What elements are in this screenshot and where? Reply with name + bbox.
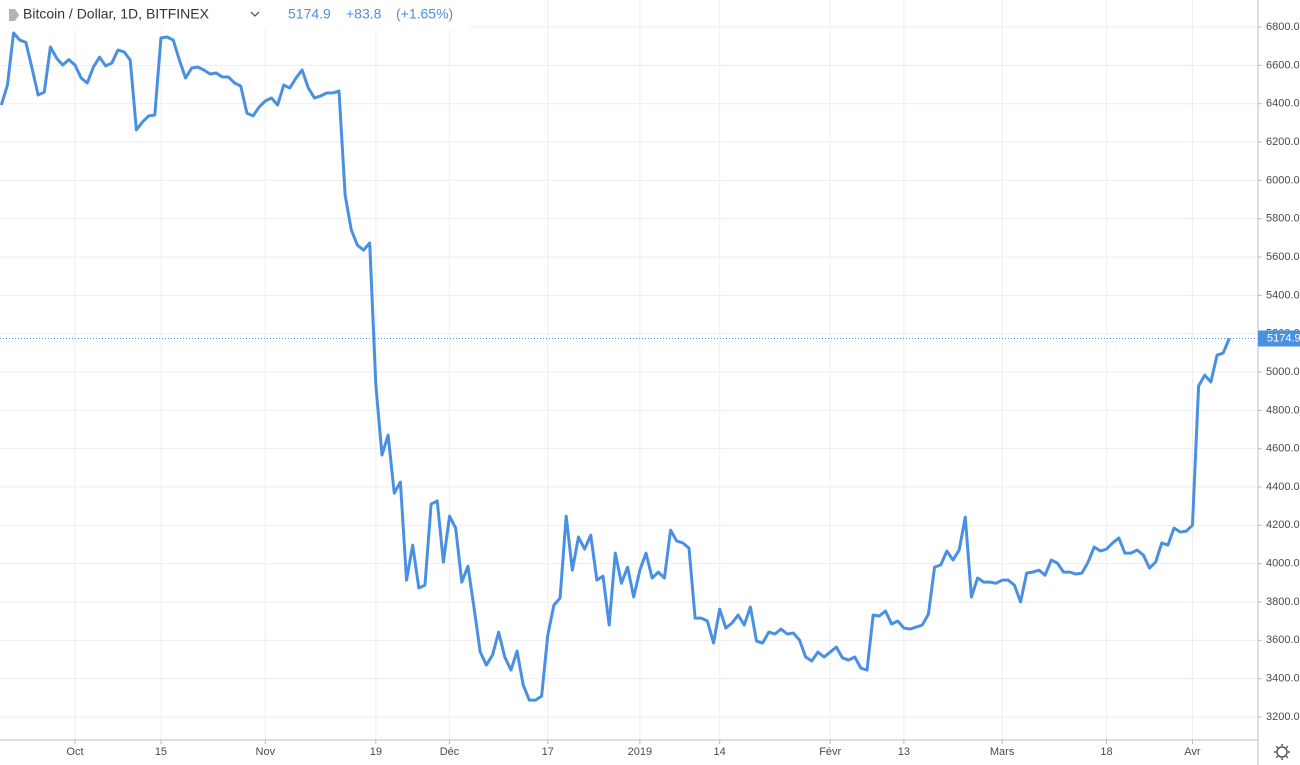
y-tick-label: 6200.00: [1266, 136, 1300, 148]
header-price: 5174.9: [288, 6, 331, 22]
x-tick-label: Oct: [66, 746, 83, 758]
header-background: [0, 0, 470, 30]
y-tick-label: 4000.00: [1266, 558, 1300, 570]
x-tick-label: 13: [898, 746, 910, 758]
x-tick-label: Nov: [256, 746, 276, 758]
header-change-percent: (+1.65%): [396, 6, 453, 22]
last-price-marker: [1258, 330, 1300, 347]
y-tick-label: 6800.00: [1266, 21, 1300, 33]
x-tick-label: Mars: [990, 746, 1015, 758]
settings-icon[interactable]: [1274, 744, 1290, 760]
symbol-dropdown[interactable]: [250, 11, 260, 17]
x-tick-label: 14: [714, 746, 726, 758]
settings-teeth[interactable]: [1274, 744, 1290, 760]
settings-gear[interactable]: [1276, 746, 1288, 758]
y-tick-label: 6400.00: [1266, 98, 1300, 110]
y-tick-label: 3600.00: [1266, 634, 1300, 646]
y-tick-label: 6600.00: [1266, 59, 1300, 71]
plot: [0, 31, 1258, 702]
symbol-title[interactable]: Bitcoin / Dollar, 1D, BITFINEX: [23, 6, 210, 22]
header-change: +83.8: [346, 6, 382, 22]
y-tick-label: 4200.00: [1266, 519, 1300, 531]
x-tick-label: Avr: [1184, 746, 1201, 758]
y-tick-label: 5600.00: [1266, 251, 1300, 263]
price-line: [0, 31, 1231, 702]
grid: [0, 0, 1258, 740]
symbol-icon: [9, 9, 19, 21]
y-tick-label: 5800.00: [1266, 213, 1300, 225]
x-tick-label: 17: [542, 746, 554, 758]
x-tick-label: 18: [1100, 746, 1112, 758]
x-tick-label: 19: [370, 746, 382, 758]
price-axis: 3200.00 3400.00 3600.00 3800.00 4000.00 4200.…: [1258, 21, 1300, 723]
x-tick-label: 15: [155, 746, 167, 758]
y-tick-label: 5000.00: [1266, 366, 1300, 378]
y-tick-label: 4600.00: [1266, 443, 1300, 455]
x-tick-label: Déc: [440, 746, 460, 758]
y-tick-label: 4400.00: [1266, 481, 1300, 493]
y-tick-label: 3200.00: [1266, 711, 1300, 723]
y-tick-label: 4800.00: [1266, 404, 1300, 416]
x-tick-label: 2019: [628, 746, 652, 758]
last-price-label: 5174.9: [1267, 332, 1300, 344]
y-tick-label: 5400.00: [1266, 289, 1300, 301]
y-tick-label: 6000.00: [1266, 174, 1300, 186]
x-tick-label: Févr: [819, 746, 841, 758]
y-tick-label: 3800.00: [1266, 596, 1300, 608]
time-axis: Oct 15 Nov 19 Déc 17 2019 14 Févr 13 Mars 18 Avr: [66, 740, 1201, 758]
y-tick-label: 3400.00: [1266, 673, 1300, 685]
